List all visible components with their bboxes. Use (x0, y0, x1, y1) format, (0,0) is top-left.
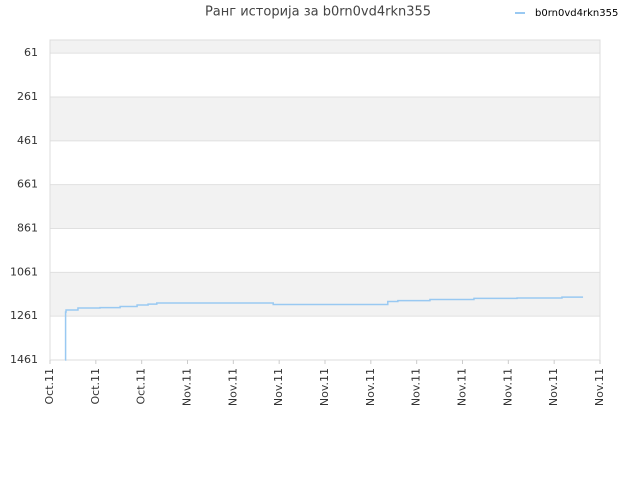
x-tick-label: Oct.11 (89, 368, 102, 405)
x-tick-label: Nov.11 (364, 368, 377, 406)
x-tick-label: Nov.11 (547, 368, 560, 406)
y-tick-label: 661 (17, 178, 38, 191)
y-tick-label: 861 (17, 221, 38, 234)
x-tick-label: Nov.11 (226, 368, 239, 406)
legend-label: b0rn0vd4rkn355 (535, 8, 618, 19)
x-tick-label: Oct.11 (43, 368, 56, 405)
x-tick-label: Nov.11 (181, 368, 194, 406)
series-line (64, 296, 584, 361)
grid-band (50, 272, 600, 317)
x-tick-label: Nov.11 (456, 368, 469, 406)
grid-band (50, 40, 600, 54)
chart-title: Ранг историја за b0rn0vd4rkn355 (205, 5, 431, 20)
y-tick-label: 461 (17, 134, 38, 147)
x-tick-label: Nov.11 (272, 368, 285, 406)
grid-band (50, 184, 600, 229)
grid-band (50, 96, 600, 141)
y-tick-label: 261 (17, 90, 38, 103)
y-tick-label: 1061 (10, 265, 38, 278)
x-tick-label: Nov.11 (318, 368, 331, 406)
x-tick-label: Nov.11 (593, 368, 606, 406)
y-tick-label: 1261 (10, 309, 38, 322)
y-tick-label: 61 (24, 46, 38, 59)
y-tick-label: 1461 (10, 353, 38, 366)
x-tick-label: Oct.11 (135, 368, 148, 405)
x-tick-label: Nov.11 (410, 368, 423, 406)
x-tick-label: Nov.11 (501, 368, 514, 406)
